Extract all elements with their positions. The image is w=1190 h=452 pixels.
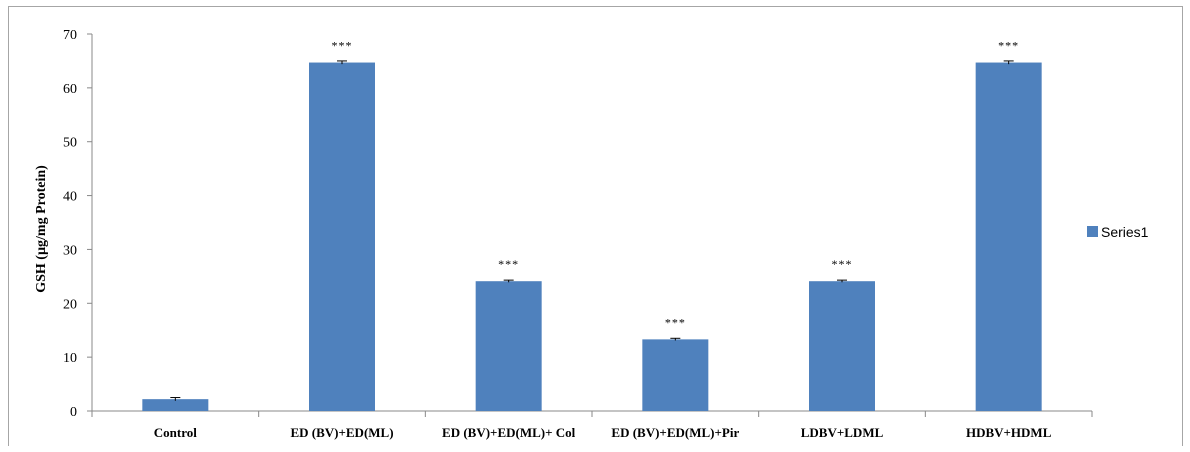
x-tick-label: ED (BV)+ED(ML) (290, 425, 393, 440)
legend: Series1 (1087, 224, 1149, 240)
bar (642, 339, 709, 411)
bar (309, 62, 375, 412)
significance-label: *** (665, 315, 686, 329)
y-tick-label: 70 (63, 28, 77, 43)
chart-area: GSH (µg/mg Protein) 0 10 20 30 40 50 60 70 Contr… (8, 6, 1183, 446)
significance-label: *** (332, 39, 353, 53)
bar (809, 281, 875, 411)
bar (975, 62, 1042, 412)
x-tick-label: ED (BV)+ED(ML)+ Col (442, 425, 576, 440)
x-tick-label: ED (BV)+ED(ML)+Pir (611, 425, 739, 440)
bars (142, 60, 1042, 412)
x-tick-label: HDBV+HDML (966, 425, 1052, 440)
axes (87, 33, 1093, 417)
bar-chart: GSH (µg/mg Protein) 0 10 20 30 40 50 60 70 Contr… (34, 28, 1149, 440)
y-tick-label: 50 (63, 136, 77, 151)
legend-swatch (1087, 226, 1098, 237)
y-tick-label: 0 (70, 405, 77, 420)
x-tick-label: Control (154, 425, 197, 440)
y-tick-label: 60 (63, 82, 77, 97)
tick-labels: 0 10 20 30 40 50 60 70 Control *** ED (BV)+ED(ML) *… (63, 28, 1052, 440)
significance-label: *** (998, 39, 1019, 53)
y-tick-label: 10 (63, 351, 77, 366)
y-tick-label: 20 (63, 297, 77, 312)
significance-label: *** (832, 257, 853, 271)
y-tick-label: 30 (63, 243, 77, 258)
significance-label: *** (498, 257, 519, 271)
y-axis-title: GSH (µg/mg Protein) (34, 165, 49, 293)
bar (475, 281, 542, 411)
bar (142, 399, 209, 411)
y-axis-title-group: GSH (µg/mg Protein) (34, 165, 49, 293)
legend-label-series1: Series1 (1101, 224, 1149, 240)
x-tick-label: LDBV+LDML (801, 425, 884, 440)
y-tick-label: 40 (63, 190, 77, 205)
